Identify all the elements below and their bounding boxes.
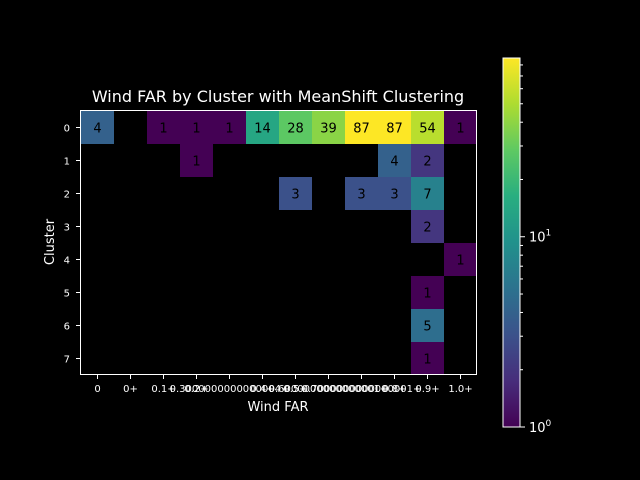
cell-value-label: 28 <box>287 122 304 137</box>
heatmap-cell <box>213 111 246 144</box>
cell-value-label: 54 <box>419 122 436 137</box>
colorbar-tick-label: 100 <box>529 419 552 436</box>
cell-value-label: 14 <box>254 122 271 137</box>
colorbar <box>502 57 521 428</box>
heatmap-cell <box>378 144 411 177</box>
x-tick-label: 0.6000000000000001+ <box>269 384 389 395</box>
cell-value-label: 1 <box>456 254 464 269</box>
x-tick-label: 0.1+ <box>151 384 175 395</box>
cell-value-label: 1 <box>225 122 233 137</box>
x-axis: 0 0+ 0.1+ 0.2+0.3000000000000004+0.4+ 0.5+0.… <box>94 375 473 395</box>
heatmap-cell <box>279 177 312 210</box>
heatmap-cell <box>147 111 180 144</box>
x-tick-label: 0.8+ <box>382 384 406 395</box>
y-tick-label: 3 <box>64 223 70 234</box>
heatmap-cell <box>312 111 345 144</box>
y-tick-label: 0 <box>64 124 70 135</box>
cell-value-label: 87 <box>353 122 370 137</box>
y-axis: 0 1 2 3 4 5 6 7 <box>64 124 80 366</box>
heatmap-cell <box>180 111 213 144</box>
heatmap-cell <box>411 309 444 342</box>
cell-value-label: 3 <box>390 188 398 203</box>
heatmap-cell <box>81 111 114 144</box>
cell-value-label: 1 <box>159 122 167 137</box>
colorbar-axis: 100 101 <box>520 64 552 436</box>
x-tick-label: 0.9+ <box>415 384 439 395</box>
heatmap-cell <box>411 342 444 375</box>
y-axis-label: Cluster <box>43 218 58 265</box>
cell-value-label: 1 <box>192 122 200 137</box>
cell-value-label: 2 <box>423 155 431 170</box>
cell-value-label: 87 <box>386 122 403 137</box>
cell-value-label: 1 <box>423 353 431 368</box>
y-tick-label: 4 <box>64 256 70 267</box>
cell-value-label: 2 <box>423 221 431 236</box>
heatmap-cell <box>246 111 279 144</box>
x-tick-label: 0.2+ <box>184 384 208 395</box>
heatmap-cell <box>180 144 213 177</box>
x-tick-label: 0.7000000000000001+ <box>302 384 422 395</box>
cell-value-label: 5 <box>423 320 431 335</box>
heatmap-cell <box>378 111 411 144</box>
heatmap-cell <box>345 177 378 210</box>
cell-value-label: 7 <box>423 188 431 203</box>
cell-value-label: 4 <box>390 155 398 170</box>
cell-value-label: 1 <box>456 122 464 137</box>
heatmap-cell <box>345 111 378 144</box>
heatmap-cell <box>444 243 477 276</box>
x-axis-label: Wind FAR <box>247 400 308 415</box>
x-tick-label: 0 <box>94 384 100 395</box>
y-tick-label: 2 <box>64 190 70 201</box>
heatmap-cell <box>444 111 477 144</box>
cell-value-label: 39 <box>320 122 337 137</box>
x-tick-label: 1.0+ <box>448 384 472 395</box>
y-tick-label: 7 <box>64 355 70 366</box>
heatmap-cell <box>411 111 444 144</box>
heatmap-cell <box>411 210 444 243</box>
heatmap-cell <box>411 177 444 210</box>
heatmap-cell <box>378 177 411 210</box>
heatmap-cells <box>81 111 477 375</box>
x-tick-label: 0.3000000000000004+ <box>170 384 290 395</box>
cell-value-label: 3 <box>291 188 299 203</box>
heatmap-cell <box>411 144 444 177</box>
cell-value-label: 4 <box>93 122 101 137</box>
chart-title: Wind FAR by Cluster with MeanShift Clust… <box>92 87 464 106</box>
heatmap-cell <box>279 111 312 144</box>
x-tick-label: 0+ <box>123 384 138 395</box>
x-tick-label: 0.4+ <box>250 384 274 395</box>
colorbar-tick-label: 101 <box>529 229 551 246</box>
plot-frame <box>80 110 477 375</box>
cell-value-label: 1 <box>423 287 431 302</box>
cell-value-label: 1 <box>192 155 200 170</box>
y-tick-label: 6 <box>64 322 70 333</box>
y-tick-label: 5 <box>64 289 70 300</box>
heatmap-cell <box>411 276 444 309</box>
y-tick-label: 1 <box>64 157 70 168</box>
x-tick-label: 0.5+ <box>283 384 307 395</box>
cell-value-label: 3 <box>357 188 365 203</box>
